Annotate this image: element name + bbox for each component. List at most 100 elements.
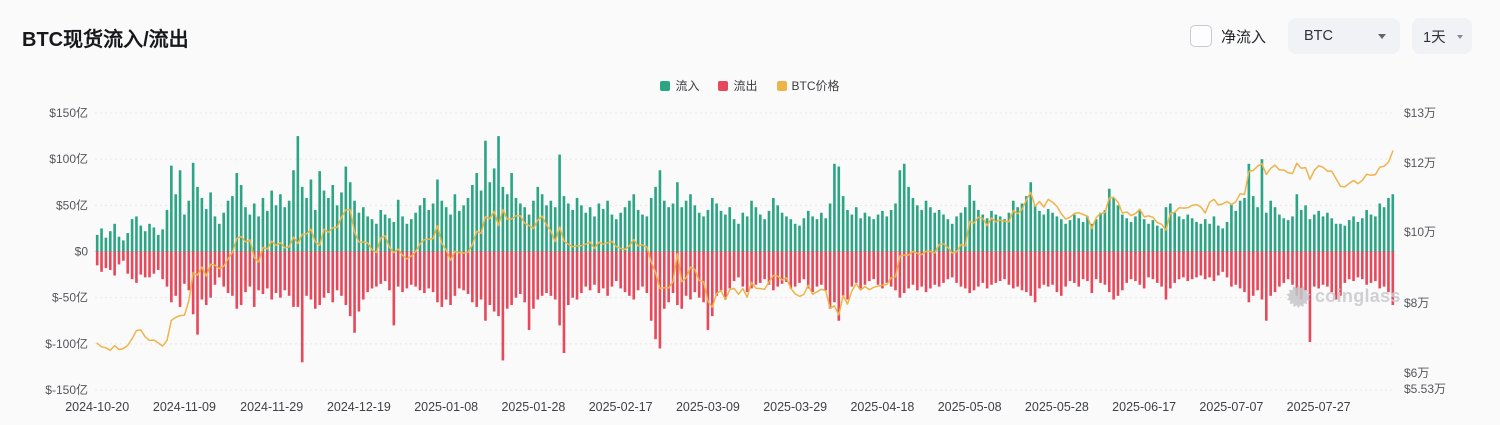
outflow-bar[interactable] xyxy=(584,251,588,287)
outflow-bar[interactable] xyxy=(475,251,479,307)
inflow-bar[interactable] xyxy=(584,212,588,252)
inflow-bar[interactable] xyxy=(344,166,348,252)
outflow-bar[interactable] xyxy=(575,251,579,300)
inflow-bar[interactable] xyxy=(191,162,195,252)
outflow-bar[interactable] xyxy=(1225,251,1229,278)
inflow-bar[interactable] xyxy=(165,209,169,252)
outflow-bar[interactable] xyxy=(423,251,426,294)
inflow-bar[interactable] xyxy=(785,216,788,252)
outflow-bar[interactable] xyxy=(305,251,308,296)
inflow-bar[interactable] xyxy=(846,209,849,252)
outflow-bar[interactable] xyxy=(946,251,950,280)
outflow-bar[interactable] xyxy=(156,251,160,270)
inflow-bar[interactable] xyxy=(671,203,675,252)
outflow-bar[interactable] xyxy=(170,251,173,303)
inflow-bar[interactable] xyxy=(440,200,444,252)
outflow-bar[interactable] xyxy=(383,251,387,282)
outflow-bar[interactable] xyxy=(702,251,705,303)
inflow-bar[interactable] xyxy=(1304,205,1307,252)
outflow-bar[interactable] xyxy=(1038,251,1041,289)
outflow-bar[interactable] xyxy=(1343,251,1347,283)
inflow-bar[interactable] xyxy=(1217,225,1220,252)
inflow-bar[interactable] xyxy=(322,190,326,252)
inflow-bar[interactable] xyxy=(1121,214,1124,252)
inflow-bar[interactable] xyxy=(1347,220,1351,252)
inflow-bar[interactable] xyxy=(1125,218,1129,252)
outflow-bar[interactable] xyxy=(676,251,679,306)
inflow-bar[interactable] xyxy=(130,219,134,252)
outflow-bar[interactable] xyxy=(593,251,596,285)
inflow-bar[interactable] xyxy=(689,194,692,252)
outflow-bar[interactable] xyxy=(1312,251,1316,287)
inflow-bar[interactable] xyxy=(545,205,548,252)
inflow-bar[interactable] xyxy=(453,194,457,252)
outflow-bar[interactable] xyxy=(916,251,919,291)
outflow-bar[interactable] xyxy=(990,251,993,285)
outflow-bar[interactable] xyxy=(780,251,784,284)
outflow-bar[interactable] xyxy=(292,251,295,307)
outflow-bar[interactable] xyxy=(1317,251,1320,289)
outflow-bar[interactable] xyxy=(710,251,714,317)
outflow-bar[interactable] xyxy=(1369,251,1373,283)
inflow-bar[interactable] xyxy=(1195,221,1198,252)
outflow-bar[interactable] xyxy=(497,251,500,317)
inflow-bar[interactable] xyxy=(1059,219,1063,252)
inflow-bar[interactable] xyxy=(527,214,531,252)
outflow-bar[interactable] xyxy=(309,251,313,300)
outflow-bar[interactable] xyxy=(1195,251,1198,278)
inflow-bar[interactable] xyxy=(684,200,688,252)
inflow-bar[interactable] xyxy=(200,197,204,252)
outflow-bar[interactable] xyxy=(955,251,958,283)
inflow-bar[interactable] xyxy=(1086,216,1089,252)
inflow-bar[interactable] xyxy=(894,203,897,252)
inflow-bar[interactable] xyxy=(331,185,335,252)
inflow-bar[interactable] xyxy=(898,170,902,252)
outflow-bar[interactable] xyxy=(152,251,156,274)
inflow-bar[interactable] xyxy=(549,200,553,252)
inflow-bar[interactable] xyxy=(1321,216,1325,252)
outflow-bar[interactable] xyxy=(1177,251,1181,280)
outflow-bar[interactable] xyxy=(418,251,422,291)
inflow-bar[interactable] xyxy=(187,200,191,252)
outflow-bar[interactable] xyxy=(279,251,282,298)
inflow-bar[interactable] xyxy=(1081,221,1085,252)
outflow-bar[interactable] xyxy=(1016,251,1019,287)
outflow-bar[interactable] xyxy=(283,251,287,291)
outflow-bar[interactable] xyxy=(793,251,797,287)
outflow-bar[interactable] xyxy=(1299,251,1303,300)
outflow-bar[interactable] xyxy=(881,251,884,289)
inflow-bar[interactable] xyxy=(1090,223,1094,252)
inflow-bar[interactable] xyxy=(266,210,269,252)
outflow-bar[interactable] xyxy=(1147,251,1150,278)
inflow-bar[interactable] xyxy=(724,214,727,252)
inflow-bar[interactable] xyxy=(283,207,287,252)
inflow-bar[interactable] xyxy=(401,216,404,252)
inflow-bar[interactable] xyxy=(1173,212,1177,252)
inflow-bar[interactable] xyxy=(1033,205,1037,252)
inflow-bar[interactable] xyxy=(122,240,125,252)
outflow-bar[interactable] xyxy=(344,251,348,306)
inflow-bar[interactable] xyxy=(348,182,352,252)
outflow-bar[interactable] xyxy=(161,251,164,280)
outflow-bar[interactable] xyxy=(1391,251,1395,306)
outflow-bar[interactable] xyxy=(567,251,570,306)
outflow-bar[interactable] xyxy=(462,251,465,291)
inflow-bar[interactable] xyxy=(1029,182,1033,252)
outflow-bar[interactable] xyxy=(1086,251,1089,282)
outflow-bar[interactable] xyxy=(287,251,291,296)
inflow-bar[interactable] xyxy=(239,185,243,252)
outflow-bar[interactable] xyxy=(444,251,448,300)
inflow-bar[interactable] xyxy=(1138,210,1142,252)
inflow-bar[interactable] xyxy=(937,209,941,252)
outflow-bar[interactable] xyxy=(654,251,657,340)
inflow-bar[interactable] xyxy=(279,194,282,252)
outflow-bar[interactable] xyxy=(628,251,631,296)
inflow-bar[interactable] xyxy=(1356,221,1360,252)
outflow-bar[interactable] xyxy=(876,251,880,285)
outflow-bar[interactable] xyxy=(409,251,413,285)
inflow-bar[interactable] xyxy=(1225,221,1229,252)
inflow-bar[interactable] xyxy=(1265,212,1268,252)
outflow-bar[interactable] xyxy=(854,251,858,283)
inflow-bar[interactable] xyxy=(802,218,806,252)
